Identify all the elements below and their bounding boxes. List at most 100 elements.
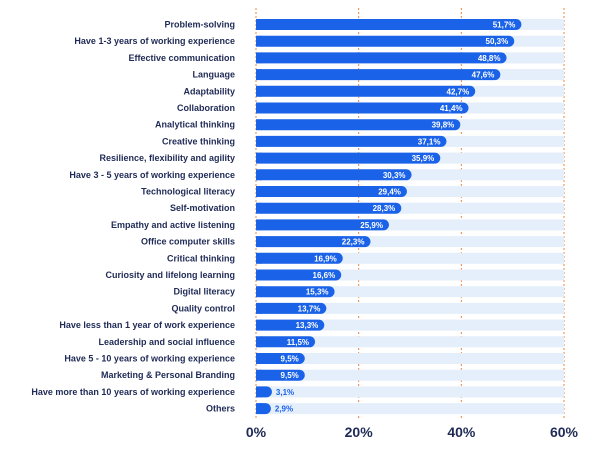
x-tick-label: 60% [550,424,579,440]
bar-left-edge [256,169,262,181]
bar-track [256,269,564,281]
bars-group: 51,7% 50,3% 48,8% 47,6%42,7% 41,4% 39,8% 37,1%… [256,19,564,415]
bar-left-edge [256,403,262,415]
bar-track [256,252,564,264]
category-label: Creative thinking [162,136,235,146]
bar [256,35,515,47]
data-label: 41,4% [440,104,463,113]
bar-left-edge [256,219,262,231]
data-label: 2,9% [275,405,293,414]
data-label: 35,9% [412,154,435,163]
category-label: Effective communication [128,53,235,63]
bar [256,152,441,164]
category-label: Technological literacy [141,187,235,197]
x-axis: 0% 20% 40% 60% [246,424,579,440]
bar [256,319,325,331]
bar-left-edge [256,336,262,348]
data-label: 11,5% [287,338,309,347]
bar [256,336,316,348]
bar-left-edge [256,35,262,47]
category-label: Collaboration [177,103,235,113]
bar-track [256,386,564,398]
data-label: 42,7% [447,87,470,96]
bar-track [256,219,564,231]
bar-left-edge [256,186,262,197]
category-label: Have 1-3 years of working experience [74,36,235,46]
bar [256,69,501,81]
bar [256,252,343,264]
category-label: Digital literacy [173,287,235,297]
bar-left-edge [256,52,262,64]
category-label: Others [206,404,235,414]
category-label: Marketing & Personal Branding [101,370,235,380]
data-label: 13,3% [296,321,319,330]
data-label: 25,9% [360,221,383,230]
category-label: Have more than 10 years of working exper… [31,387,235,397]
category-label: Empathy and active listening [111,220,235,230]
x-tick-label: 40% [447,424,476,440]
bar-track [256,302,564,314]
x-tick-label: 20% [345,424,374,440]
data-label: 30,3% [383,171,406,180]
bar [256,135,447,147]
bar [256,369,305,381]
bar [256,102,469,114]
category-label: Have less than 1 year of work experience [59,320,235,330]
bar [256,52,507,64]
category-label: Have 5 - 10 years of working experience [64,354,235,364]
data-label: 51,7% [493,21,516,30]
bar-left-edge [256,269,262,281]
bar [256,236,371,248]
bar [256,302,327,314]
category-label: Self-motivation [170,203,235,213]
bar [256,269,342,281]
category-labels: Problem-solving Have 1-3 years of working… [31,20,235,414]
bar-left-edge [256,286,262,298]
bar-left-edge [256,152,262,164]
category-label: Resilience, flexibility and agility [99,153,235,163]
data-label: 22,3% [342,238,365,247]
x-tick-label: 0% [246,424,267,440]
data-label: 48,8% [478,54,501,63]
data-label: 50,3% [486,37,509,46]
category-label: Office computer skills [141,237,235,247]
bar-left-edge [256,386,262,398]
bar-left-edge [256,369,262,381]
bar-track [256,336,564,348]
bar-track [256,186,564,197]
category-label: Analytical thinking [155,120,235,130]
data-label: 29,4% [378,188,401,197]
category-label: Problem-solving [164,20,235,30]
data-label: 16,6% [313,271,336,280]
data-label: 37,1% [418,137,441,146]
category-label: Critical thinking [167,253,235,263]
data-label: 39,8% [432,121,455,130]
data-label: 3,1% [276,388,294,397]
bar [256,85,476,97]
category-label: Language [192,70,235,80]
category-label: Adaptability [183,86,235,96]
bar-left-edge [256,302,262,314]
bar-left-edge [256,319,262,331]
data-label: 9,5% [281,355,299,364]
category-label: Curiosity and lifelong learning [105,270,235,280]
bar-track [256,202,564,214]
data-label: 47,6% [472,71,495,80]
bar [256,286,335,298]
data-label: 9,5% [281,371,299,380]
bar [256,353,305,364]
bar-track [256,236,564,248]
bar-track [256,403,564,415]
bar [256,169,412,181]
bar-left-edge [256,102,262,114]
bar-left-edge [256,69,262,81]
data-label: 28,3% [373,204,396,213]
data-label: 16,9% [314,254,337,263]
data-label: 15,3% [306,288,329,297]
bar-left-edge [256,236,262,248]
category-label: Leadership and social influence [98,337,235,347]
bar-left-edge [256,202,262,214]
bar-track [256,369,564,381]
